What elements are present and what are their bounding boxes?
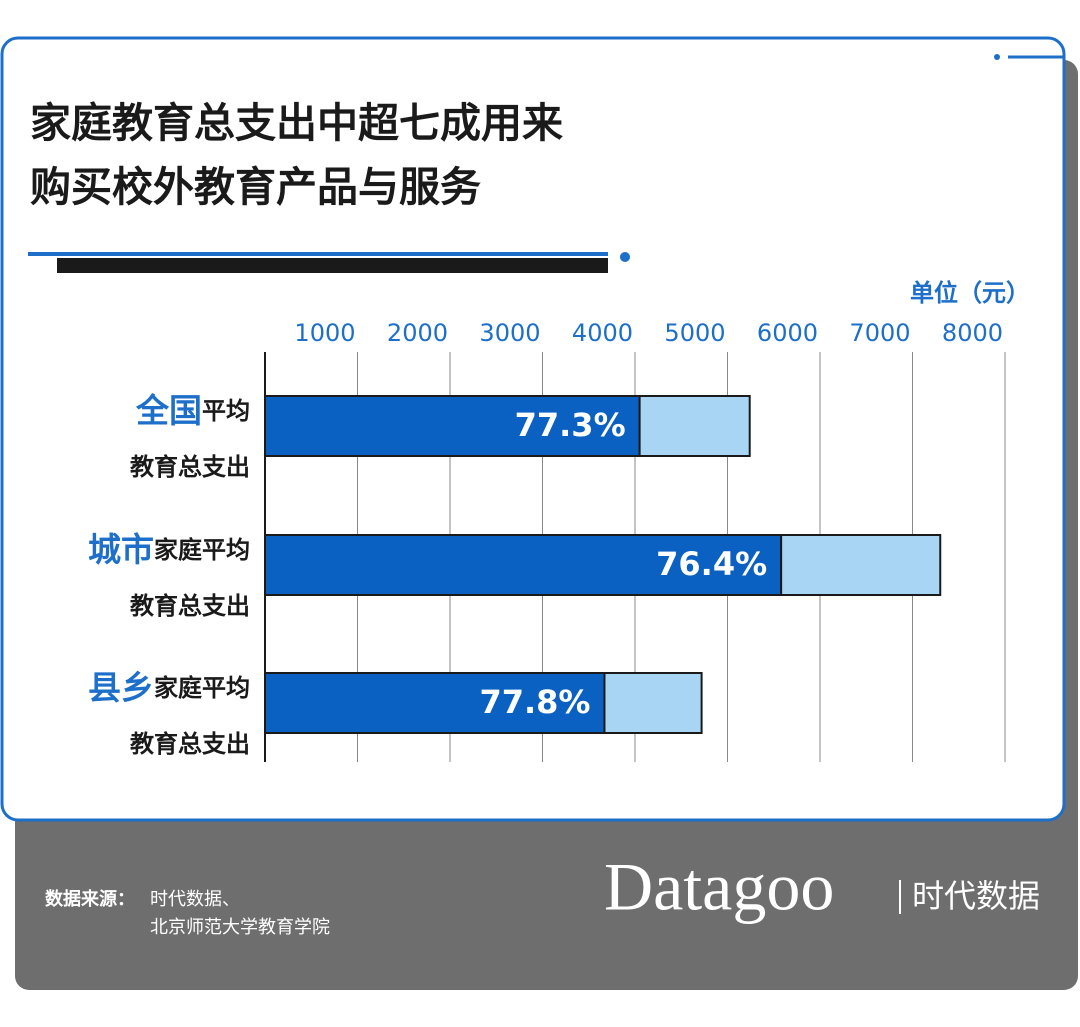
percent-label: 76.4% (656, 545, 767, 583)
brand-name: Datagoo (604, 849, 834, 925)
category-label: 教育总支出 (130, 592, 250, 620)
bar-segment (780, 534, 942, 596)
x-tick-label: 3000 (479, 319, 540, 347)
decor-dot (994, 54, 1000, 60)
category-label: 教育总支出 (130, 730, 250, 758)
category-text: 家庭平均 (154, 536, 250, 564)
brand-text: 时代数据 (912, 877, 1040, 915)
bar-segment (603, 672, 703, 734)
decor-dot (620, 252, 630, 262)
percent-label: 77.8% (479, 683, 590, 721)
category-label: 教育总支出 (130, 453, 250, 481)
title: 家庭教育总支出中超七成用来 (30, 99, 563, 147)
category-highlight: 县乡 (88, 668, 154, 707)
percent-label: 77.3% (515, 406, 626, 444)
bar-segment (638, 395, 751, 457)
category-text: 家庭平均 (154, 674, 250, 702)
category-label: 全国平均 (135, 391, 250, 430)
title: 购买校外教育产品与服务 (30, 163, 481, 211)
x-tick-label: 1000 (294, 319, 355, 347)
x-tick-label: 7000 (849, 319, 910, 347)
unit-label: 单位（元） (910, 279, 1030, 307)
category-label: 县乡家庭平均 (88, 668, 250, 707)
category-text: 平均 (202, 397, 250, 425)
x-tick-label: 8000 (942, 319, 1003, 347)
source-label: 数据来源： (45, 888, 135, 910)
x-tick-label: 4000 (572, 319, 633, 347)
x-tick-label: 6000 (757, 319, 818, 347)
category-label: 城市家庭平均 (88, 530, 250, 569)
category-highlight: 城市 (88, 530, 154, 569)
x-tick-label: 5000 (664, 319, 725, 347)
category-highlight: 全国 (135, 391, 202, 430)
source-text: 时代数据、 (150, 889, 240, 910)
decor-bar (57, 258, 608, 273)
source-text: 北京师范大学教育学院 (150, 917, 330, 938)
x-tick-label: 2000 (387, 319, 448, 347)
